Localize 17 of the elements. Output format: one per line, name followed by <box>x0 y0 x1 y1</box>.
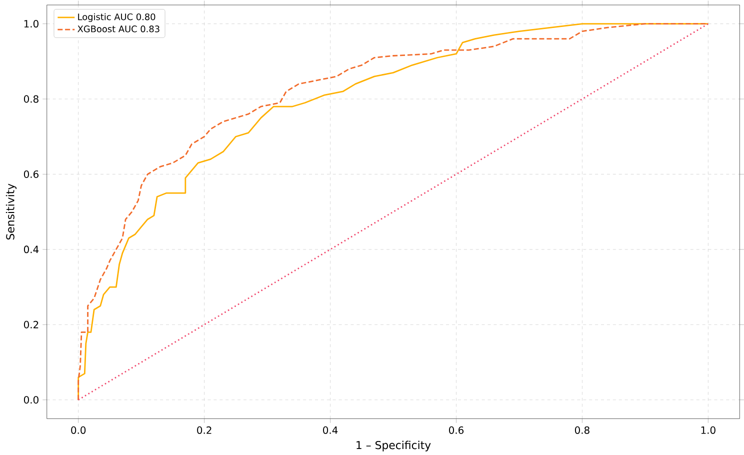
x-tick-label: 0.6 <box>449 426 464 434</box>
y-tick-label: 0.6 <box>24 170 38 178</box>
x-axis-title: 1 – Specificity <box>356 440 431 452</box>
y-tick-label: 1.0 <box>24 20 38 28</box>
x-tick-label: 0.0 <box>71 426 86 434</box>
y-tick-label: 0.0 <box>24 396 38 404</box>
x-tick-label: 0.4 <box>323 426 338 434</box>
x-tick-label: 0.2 <box>197 426 212 434</box>
y-tick-label: 0.8 <box>24 95 38 103</box>
legend-label: Logistic AUC 0.80 <box>78 13 156 22</box>
legend-label: XGBoost AUC 0.83 <box>78 26 160 32</box>
y-tick-label: 0.2 <box>24 321 38 329</box>
y-axis-title: Sensitivity <box>6 184 16 240</box>
x-tick-label: 1.0 <box>701 426 716 434</box>
y-tick-label: 0.4 <box>24 246 39 254</box>
x-tick-label: 0.8 <box>574 426 590 434</box>
line-series <box>78 23 709 401</box>
